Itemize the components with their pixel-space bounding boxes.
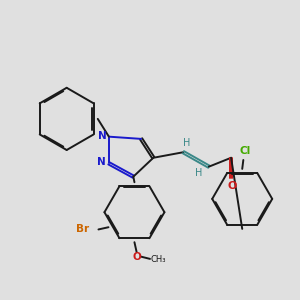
- Text: CH₃: CH₃: [150, 256, 166, 265]
- Text: Cl: Cl: [240, 146, 251, 156]
- Text: N: N: [98, 130, 106, 141]
- Text: H: H: [195, 168, 203, 178]
- Text: O: O: [227, 181, 237, 190]
- Text: H: H: [183, 138, 190, 148]
- Text: N: N: [97, 157, 106, 167]
- Text: Br: Br: [76, 224, 90, 234]
- Text: O: O: [132, 252, 141, 262]
